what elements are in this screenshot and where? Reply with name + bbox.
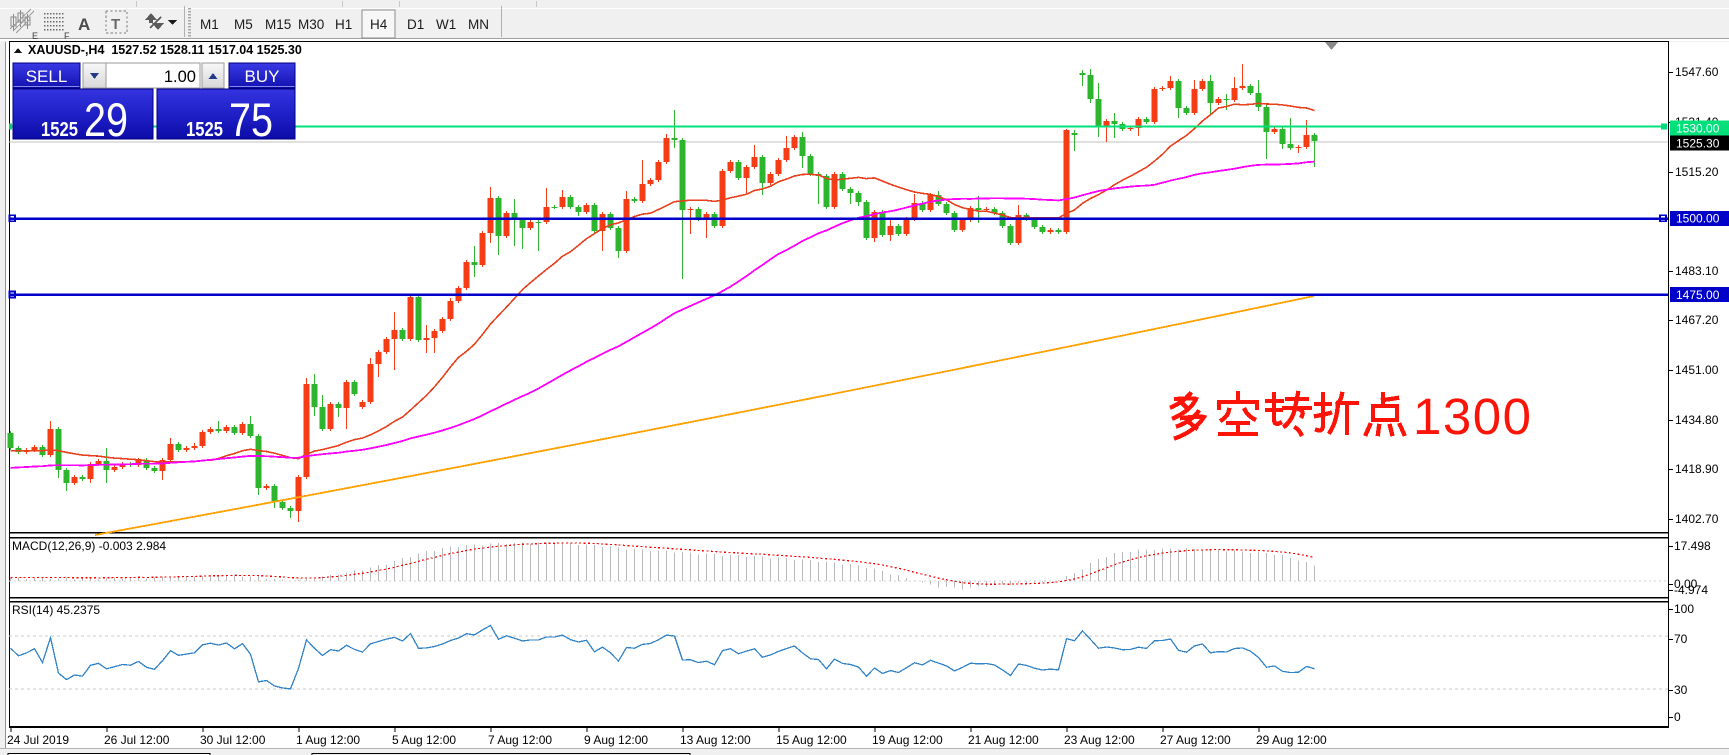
svg-text:26 Jul 12:00: 26 Jul 12:00	[104, 733, 170, 747]
svg-text:H4: H4	[370, 17, 388, 32]
svg-text:1525: 1525	[186, 118, 223, 141]
svg-text:0.00: 0.00	[1674, 577, 1698, 591]
svg-text:1547.60: 1547.60	[1675, 65, 1719, 79]
svg-text:19 Aug 12:00: 19 Aug 12:00	[872, 733, 943, 747]
svg-text:SELL: SELL	[26, 67, 68, 86]
svg-text:1402.70: 1402.70	[1675, 512, 1719, 526]
svg-text:M15: M15	[265, 17, 291, 32]
svg-text:30 Jul 12:00: 30 Jul 12:00	[200, 733, 266, 747]
svg-text:1.00: 1.00	[164, 68, 196, 86]
svg-text:0: 0	[1674, 710, 1681, 724]
svg-text:1515.20: 1515.20	[1675, 165, 1719, 179]
svg-text:T: T	[111, 16, 120, 33]
svg-text:29: 29	[84, 93, 128, 146]
svg-text:1500.00: 1500.00	[1676, 212, 1720, 226]
svg-text:21 Aug 12:00: 21 Aug 12:00	[968, 733, 1039, 747]
svg-text:RSI(14) 45.2375: RSI(14) 45.2375	[12, 603, 100, 617]
svg-text:27 Aug 12:00: 27 Aug 12:00	[1160, 733, 1231, 747]
svg-text:23 Aug 12:00: 23 Aug 12:00	[1064, 733, 1135, 747]
svg-text:F: F	[64, 31, 70, 41]
svg-text:1300: 1300	[1413, 388, 1532, 445]
svg-text:H1: H1	[335, 17, 352, 32]
svg-text:1 Aug 12:00: 1 Aug 12:00	[296, 733, 360, 747]
svg-text:17.498: 17.498	[1674, 539, 1711, 553]
svg-text:15 Aug 12:00: 15 Aug 12:00	[776, 733, 847, 747]
svg-text:1451.00: 1451.00	[1675, 363, 1719, 377]
svg-text:1525.30: 1525.30	[1676, 136, 1720, 150]
svg-text:MACD(12,26,9) -0.003 2.984: MACD(12,26,9) -0.003 2.984	[12, 539, 166, 553]
svg-text:1467.20: 1467.20	[1675, 313, 1719, 327]
svg-text:A: A	[78, 15, 90, 34]
svg-text:7 Aug 12:00: 7 Aug 12:00	[488, 733, 552, 747]
svg-text:M1: M1	[200, 17, 219, 32]
svg-text:1434.80: 1434.80	[1675, 413, 1719, 427]
svg-text:5 Aug 12:00: 5 Aug 12:00	[392, 733, 456, 747]
svg-text:29 Aug 12:00: 29 Aug 12:00	[1256, 733, 1327, 747]
svg-text:24 Jul 2019: 24 Jul 2019	[7, 733, 69, 747]
svg-text:9 Aug 12:00: 9 Aug 12:00	[584, 733, 648, 747]
svg-text:1530.00: 1530.00	[1676, 121, 1720, 135]
svg-text:M5: M5	[234, 17, 253, 32]
svg-text:100: 100	[1674, 602, 1694, 616]
svg-text:70: 70	[1674, 632, 1688, 646]
svg-text:E: E	[32, 31, 38, 41]
svg-text:13 Aug 12:00: 13 Aug 12:00	[680, 733, 751, 747]
svg-text:30: 30	[1674, 683, 1688, 697]
svg-text:MN: MN	[468, 17, 489, 32]
svg-text:-4.974: -4.974	[1674, 583, 1708, 597]
svg-text:1418.90: 1418.90	[1675, 462, 1719, 476]
svg-text:75: 75	[229, 93, 273, 146]
svg-text:D1: D1	[407, 17, 424, 32]
svg-text:XAUUSD-,H4 1527.52 1528.11 15: XAUUSD-,H4 1527.52 1528.11 1517.04 1525.…	[28, 43, 302, 57]
svg-text:1483.10: 1483.10	[1675, 264, 1719, 278]
svg-text:1525: 1525	[41, 118, 78, 141]
svg-text:1475.00: 1475.00	[1676, 288, 1720, 302]
svg-text:M30: M30	[298, 17, 324, 32]
svg-text:W1: W1	[436, 17, 456, 32]
svg-text:BUY: BUY	[245, 67, 280, 86]
